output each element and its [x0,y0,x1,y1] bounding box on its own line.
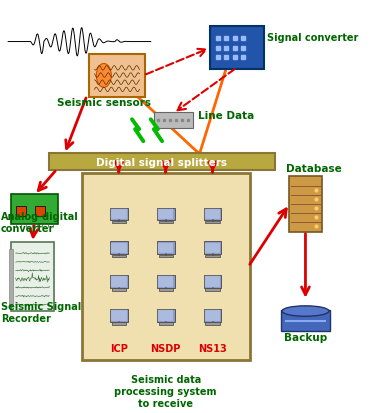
FancyBboxPatch shape [281,311,330,332]
Text: Digital signal splitters: Digital signal splitters [97,157,228,167]
FancyBboxPatch shape [157,242,175,254]
FancyBboxPatch shape [158,311,173,321]
FancyBboxPatch shape [159,289,173,291]
Text: ICP: ICP [110,344,128,354]
FancyBboxPatch shape [206,221,220,224]
Text: NSDP: NSDP [151,344,181,354]
FancyBboxPatch shape [158,277,173,287]
FancyBboxPatch shape [204,275,222,288]
FancyBboxPatch shape [154,113,193,129]
FancyBboxPatch shape [157,275,175,288]
Text: Seismic Signal
Recorder: Seismic Signal Recorder [1,301,81,323]
FancyBboxPatch shape [82,174,250,360]
FancyBboxPatch shape [111,277,126,287]
FancyBboxPatch shape [110,309,128,322]
FancyBboxPatch shape [35,206,45,217]
FancyBboxPatch shape [112,255,126,258]
Text: Database: Database [286,164,342,173]
Text: Seismic sensors: Seismic sensors [57,98,151,108]
FancyBboxPatch shape [205,311,220,321]
FancyBboxPatch shape [111,209,126,220]
FancyBboxPatch shape [8,249,13,304]
FancyBboxPatch shape [157,208,175,221]
FancyBboxPatch shape [110,242,128,254]
FancyBboxPatch shape [112,323,126,325]
FancyBboxPatch shape [289,177,322,232]
FancyBboxPatch shape [110,275,128,288]
FancyBboxPatch shape [159,323,173,325]
FancyBboxPatch shape [206,289,220,291]
FancyBboxPatch shape [157,309,175,322]
FancyBboxPatch shape [206,323,220,325]
FancyBboxPatch shape [159,255,173,258]
Text: Analog-digital
converter: Analog-digital converter [1,212,78,233]
Text: Seismic data
processing system
to receive: Seismic data processing system to receiv… [115,375,217,408]
FancyBboxPatch shape [111,311,126,321]
FancyBboxPatch shape [110,208,128,221]
Text: Line Data: Line Data [197,111,254,121]
Ellipse shape [282,306,329,316]
FancyBboxPatch shape [111,243,126,253]
FancyBboxPatch shape [158,209,173,220]
FancyBboxPatch shape [16,206,26,217]
FancyBboxPatch shape [89,55,145,98]
FancyBboxPatch shape [204,208,222,221]
FancyBboxPatch shape [205,277,220,287]
FancyBboxPatch shape [210,27,264,69]
FancyBboxPatch shape [204,242,222,254]
FancyBboxPatch shape [205,243,220,253]
FancyBboxPatch shape [112,221,126,224]
Ellipse shape [96,64,111,88]
FancyBboxPatch shape [49,154,275,171]
FancyBboxPatch shape [206,255,220,258]
FancyBboxPatch shape [204,309,222,322]
FancyBboxPatch shape [11,194,58,225]
FancyBboxPatch shape [159,221,173,224]
FancyBboxPatch shape [112,289,126,291]
FancyBboxPatch shape [11,242,54,311]
FancyBboxPatch shape [205,209,220,220]
FancyBboxPatch shape [158,243,173,253]
Text: Backup: Backup [284,332,327,343]
Text: NS13: NS13 [198,344,227,354]
Text: Signal converter: Signal converter [267,33,358,43]
